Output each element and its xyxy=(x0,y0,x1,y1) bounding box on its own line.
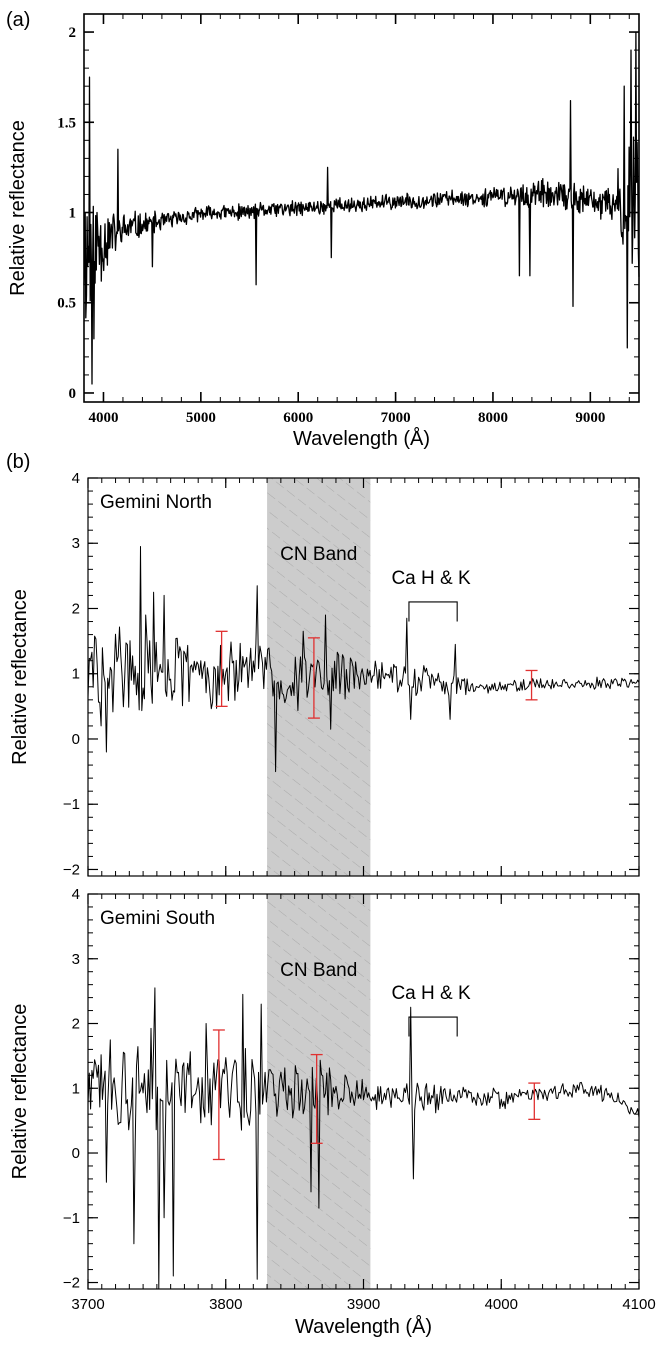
y-tick-label: 2 xyxy=(69,25,77,41)
y-tick-label: 1 xyxy=(72,1080,80,1097)
x-tick-label: 7000 xyxy=(381,410,411,426)
x-tick-label: 4100 xyxy=(622,1296,655,1313)
y-tick-label: 0.5 xyxy=(57,296,76,312)
y-tick-label: −2 xyxy=(63,1275,80,1292)
ca-hk-bracket xyxy=(408,1016,458,1037)
x-axis-label: Wavelength (Å) xyxy=(295,1315,432,1338)
y-tick-label: −1 xyxy=(63,796,80,813)
x-tick-label: 3900 xyxy=(347,1296,380,1313)
x-tick-label: 4000 xyxy=(88,410,118,426)
panel-a-letter: (a) xyxy=(6,9,30,31)
cn-band-hatch xyxy=(267,894,371,1289)
y-tick-label: 4 xyxy=(72,470,80,487)
x-tick-label: 3700 xyxy=(71,1296,104,1313)
cn-band-label: CN Band xyxy=(280,544,357,565)
ca-hk-label: Ca H & K xyxy=(391,568,471,589)
ca-hk-bracket xyxy=(408,601,458,622)
y-tick-label: 3 xyxy=(72,535,80,552)
x-tick-label: 9000 xyxy=(575,410,605,426)
y-tick-label: −2 xyxy=(63,861,80,878)
spectrum-line xyxy=(87,546,640,773)
x-tick-label: 3800 xyxy=(209,1296,242,1313)
ca-hk-label: Ca H & K xyxy=(391,983,471,1004)
y-tick-label: −1 xyxy=(63,1210,80,1227)
panel-a-chart: 4000 5000 6000 7000 8000 9000 0 0.5 1 1.5 2 Wavelen… xyxy=(7,13,640,450)
plot-frame xyxy=(83,13,640,403)
gemini-label: Gemini South xyxy=(100,908,215,929)
y-tick-label: 3 xyxy=(72,951,80,968)
y-tick-label: 1 xyxy=(69,206,77,222)
y-tick-label: 2 xyxy=(72,1016,80,1033)
spectrum-line xyxy=(87,987,640,1290)
y-axis-label: Relative reflectance xyxy=(9,589,31,765)
x-axis-label: Wavelength (Å) xyxy=(293,427,430,450)
y-tick-label: 2 xyxy=(72,600,80,617)
gemini-label: Gemini North xyxy=(100,492,212,513)
panel-b-north-chart: Ca H & K CN Band Gemini North −2 −1 0 1 2 3 4 Rela… xyxy=(9,470,640,878)
y-tick-label: 0 xyxy=(69,386,77,402)
y-axis-label: Relative reflectance xyxy=(7,120,29,296)
y-axis-label: Relative reflectance xyxy=(9,1004,31,1180)
y-tick-label: 0 xyxy=(72,731,80,748)
spectrum-line xyxy=(83,31,640,385)
y-tick-label: 1.5 xyxy=(57,115,76,131)
panel-b-south-chart: Ca H & K CN Band Gemini South 3700 3800 3900 4… xyxy=(9,886,656,1338)
y-tick-label: 1 xyxy=(72,666,80,683)
x-tick-label: 5000 xyxy=(186,410,216,426)
cn-band-label: CN Band xyxy=(280,960,357,981)
y-tick-label: 0 xyxy=(72,1145,80,1162)
x-tick-label: 8000 xyxy=(478,410,508,426)
x-tick-label: 4000 xyxy=(485,1296,518,1313)
x-tick-label: 6000 xyxy=(283,410,313,426)
y-tick-label: 4 xyxy=(72,886,80,903)
panel-b-letter: (b) xyxy=(6,451,30,473)
